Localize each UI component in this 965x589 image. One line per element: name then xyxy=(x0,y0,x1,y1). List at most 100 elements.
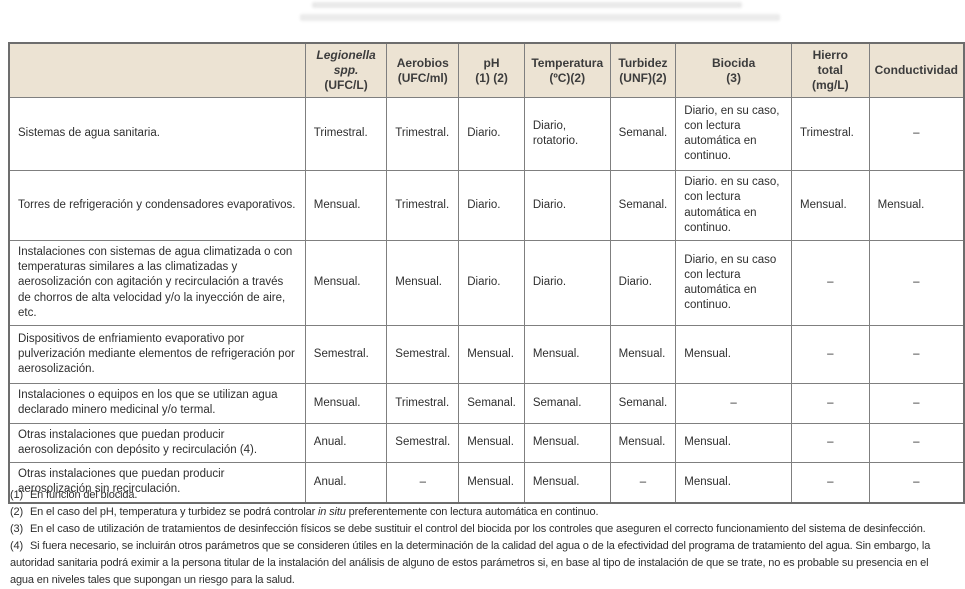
footnote-marker: (1) xyxy=(10,489,23,501)
value-cell: Diario. en su caso, con lectura automáti… xyxy=(675,170,792,241)
row-label-cell: Torres de refrigeración y condensadores … xyxy=(8,170,306,241)
header-line: (UFC/L) xyxy=(324,78,368,92)
value-cell: Diario. xyxy=(609,240,677,326)
value-cell: Diario, en su caso, con lectura automáti… xyxy=(675,97,792,171)
table-row: Otras instalaciones que puedan producir … xyxy=(8,422,965,464)
value-cell: Diario, rotatorio. xyxy=(523,97,611,171)
column-header-hierro-total: Hierro total (mg/L) xyxy=(790,42,870,98)
footnote-3: (3) En el caso de utilización de tratamie… xyxy=(10,521,955,538)
value-cell: Trimestral. xyxy=(790,97,870,171)
value-cell: – xyxy=(790,240,870,326)
header-line: (UNF)(2) xyxy=(619,70,667,85)
value-cell: Mensual. xyxy=(675,462,792,504)
value-cell: – xyxy=(868,97,965,171)
value-cell: – xyxy=(386,462,460,504)
value-cell: Mensual. xyxy=(523,462,611,504)
column-header-turbidez: Turbidez (UNF)(2) xyxy=(609,42,677,98)
value-cell: – xyxy=(868,422,965,464)
value-cell: Trimestral. xyxy=(386,170,460,241)
value-cell: Semanal. xyxy=(458,382,525,424)
row-label-cell: Otras instalaciones que puedan producir … xyxy=(8,462,306,504)
value-cell: Semestral. xyxy=(386,324,460,384)
value-cell: Semestral. xyxy=(386,422,460,464)
header-line: Biocida xyxy=(711,55,756,70)
column-header-conductividad: Conductividad xyxy=(868,42,965,98)
value-cell: Mensual. xyxy=(304,240,388,326)
value-cell: Trimestral. xyxy=(386,382,460,424)
value-cell: – xyxy=(790,462,870,504)
value-cell: Diario. xyxy=(458,97,525,171)
value-cell: Mensual. xyxy=(458,422,525,464)
value-cell: – xyxy=(609,462,677,504)
value-cell: Mensual. xyxy=(304,170,388,241)
table-row: Otras instalaciones que puedan producir … xyxy=(8,462,965,504)
header-line: (3) xyxy=(726,70,741,85)
footnote-marker: (4) xyxy=(10,540,23,552)
header-line: (1) (2) xyxy=(475,70,508,85)
faded-cropped-text-artifact xyxy=(312,2,742,8)
value-cell: – xyxy=(868,462,965,504)
column-header-biocida: Biocida (3) xyxy=(675,42,792,98)
value-cell: Mensual. xyxy=(609,324,677,384)
value-cell: Mensual. xyxy=(304,382,388,424)
value-cell: – xyxy=(790,324,870,384)
value-cell: Anual. xyxy=(304,462,388,504)
row-label-cell: Sistemas de agua sanitaria. xyxy=(8,97,306,171)
value-cell: Diario. xyxy=(523,170,611,241)
header-line: Aerobios xyxy=(396,55,449,70)
footnote-marker: (2) xyxy=(10,506,23,518)
monitoring-frequency-table: Legionella spp. (UFC/L) Aerobios (UFC/ml… xyxy=(8,42,965,504)
value-cell: Mensual. xyxy=(458,462,525,504)
value-cell: – xyxy=(868,240,965,326)
value-cell: Diario, en su caso con lectura automátic… xyxy=(675,240,792,326)
value-cell: Semanal. xyxy=(609,382,677,424)
value-cell: – xyxy=(790,382,870,424)
header-line: (UFC/ml) xyxy=(397,70,448,85)
row-label-cell: Instalaciones con sistemas de agua clima… xyxy=(8,240,306,326)
row-label-cell: Dispositivos de enfriamiento evaporativo… xyxy=(8,324,306,384)
column-header-aerobios: Aerobios (UFC/ml) xyxy=(386,42,460,98)
row-label-cell: Otras instalaciones que puedan producir … xyxy=(8,422,306,464)
value-cell: Diario. xyxy=(458,170,525,241)
header-line: total xyxy=(817,63,843,77)
value-cell: Mensual. xyxy=(458,324,525,384)
value-cell: Mensual. xyxy=(868,170,965,241)
row-label-cell: Instalaciones o equipos en los que se ut… xyxy=(8,382,306,424)
value-cell: Mensual. xyxy=(675,422,792,464)
value-cell: Mensual. xyxy=(790,170,870,241)
column-header-temperatura: Temperatura (ºC)(2) xyxy=(523,42,611,98)
table-row: Dispositivos de enfriamiento evaporativo… xyxy=(8,324,965,384)
footnote-text: Si fuera necesario, se incluirán otros p… xyxy=(10,540,931,586)
value-cell: Trimestral. xyxy=(304,97,388,171)
footnote-marker: (3) xyxy=(10,523,23,535)
footnote-text: En el caso de utilización de tratamiento… xyxy=(30,523,926,535)
header-line: Hierro xyxy=(812,48,848,62)
footnote-text: En el caso del pH, temperatura y turbide… xyxy=(30,506,319,518)
header-line: Legionella spp. xyxy=(316,48,376,77)
value-cell: Trimestral. xyxy=(386,97,460,171)
column-header-ph: pH (1) (2) xyxy=(458,42,525,98)
value-cell: Diario. xyxy=(458,240,525,326)
header-line: Temperatura xyxy=(531,55,604,70)
value-cell: – xyxy=(675,382,792,424)
value-cell: Mensual. xyxy=(386,240,460,326)
footnote-text: En función del biocida. xyxy=(30,489,138,501)
value-cell: Mensual. xyxy=(675,324,792,384)
header-line: Conductividad xyxy=(874,63,958,77)
faded-cropped-text-artifact xyxy=(300,14,780,21)
header-line: (mg/L) xyxy=(811,78,849,92)
value-cell: Semanal. xyxy=(523,382,611,424)
value-cell: Anual. xyxy=(304,422,388,464)
table-row: Sistemas de agua sanitaria. Trimestral. … xyxy=(8,97,965,171)
column-header-legionella: Legionella spp. (UFC/L) xyxy=(304,42,388,98)
value-cell: Mensual. xyxy=(523,324,611,384)
header-line: pH xyxy=(483,55,500,70)
table-row: Torres de refrigeración y condensadores … xyxy=(8,170,965,241)
corner-header-cell xyxy=(8,42,306,98)
footnote-4: (4) Si fuera necesario, se incluirán otro… xyxy=(10,538,955,589)
value-cell: Semestral. xyxy=(304,324,388,384)
value-cell: Mensual. xyxy=(523,422,611,464)
header-line: Turbidez xyxy=(618,55,668,70)
value-cell: – xyxy=(868,382,965,424)
footnote-2: (2) En el caso del pH, temperatura y turb… xyxy=(10,504,955,521)
